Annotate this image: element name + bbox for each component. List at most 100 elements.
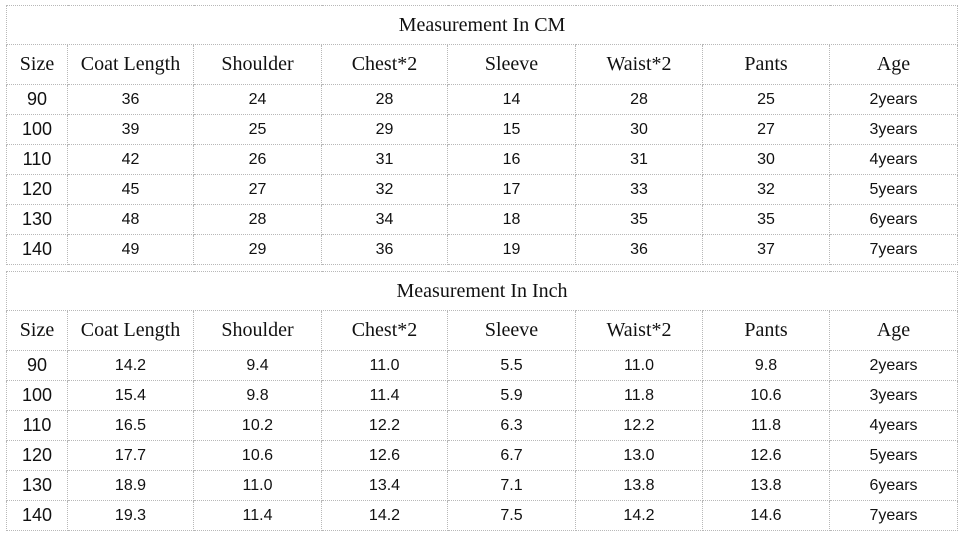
data-cell: 49 — [67, 234, 194, 265]
data-cell: 3years — [828, 380, 959, 411]
data-cell: 29 — [321, 114, 448, 145]
data-cell: 36 — [67, 84, 194, 115]
data-cell: 27 — [702, 114, 830, 145]
data-cell: 7years — [828, 500, 959, 531]
header-cell: Waist*2 — [575, 310, 703, 351]
data-cell: 130 — [6, 204, 68, 235]
data-cell: 31 — [321, 144, 448, 175]
data-cell: 5.5 — [447, 350, 576, 381]
data-cell: 11.8 — [575, 380, 703, 411]
data-cell: 9.8 — [193, 380, 322, 411]
data-cell: 26 — [193, 144, 322, 175]
table-title: Measurement In CM — [5, 5, 959, 45]
header-cell: Waist*2 — [575, 44, 703, 85]
size-table: Measurement In Inch Size Coat Length Should… — [5, 271, 959, 531]
data-cell: 27 — [193, 174, 322, 205]
data-row: 120 45 27 32 17 33 32 5years — [6, 174, 959, 205]
data-cell: 33 — [575, 174, 703, 205]
data-cell: 29 — [193, 234, 322, 265]
data-row: 130 18.9 11.0 13.4 7.1 13.8 13.8 6years — [6, 470, 959, 501]
data-cell: 6years — [828, 204, 959, 235]
data-cell: 25 — [193, 114, 322, 145]
data-cell: 19 — [447, 234, 576, 265]
data-cell: 14.2 — [67, 350, 194, 381]
data-cell: 17 — [447, 174, 576, 205]
data-cell: 36 — [321, 234, 448, 265]
data-cell: 15 — [447, 114, 576, 145]
data-cell: 37 — [702, 234, 830, 265]
data-cell: 11.0 — [575, 350, 703, 381]
data-cell: 7.5 — [447, 500, 576, 531]
data-cell: 3years — [828, 114, 959, 145]
data-cell: 11.8 — [702, 410, 830, 441]
data-row: 140 49 29 36 19 36 37 7years — [6, 234, 959, 265]
data-cell: 110 — [6, 144, 68, 175]
data-cell: 10.6 — [702, 380, 830, 411]
data-cell: 14 — [447, 84, 576, 115]
data-cell: 18 — [447, 204, 576, 235]
data-cell: 140 — [6, 500, 68, 531]
data-cell: 100 — [6, 114, 68, 145]
data-cell: 10.2 — [193, 410, 322, 441]
title-row: Measurement In Inch — [5, 271, 959, 311]
header-cell: Chest*2 — [321, 310, 448, 351]
data-cell: 90 — [6, 84, 68, 115]
data-cell: 90 — [6, 350, 68, 381]
data-cell: 17.7 — [67, 440, 194, 471]
table-title: Measurement In Inch — [5, 271, 959, 311]
data-cell: 12.2 — [575, 410, 703, 441]
data-cell: 5years — [828, 174, 959, 205]
data-cell: 13.8 — [702, 470, 830, 501]
header-cell: Size — [6, 44, 68, 85]
data-cell: 36 — [575, 234, 703, 265]
data-cell: 39 — [67, 114, 194, 145]
size-table: Measurement In CM Size Coat Length Shoulder… — [5, 5, 959, 265]
data-cell: 12.6 — [702, 440, 830, 471]
data-cell: 42 — [67, 144, 194, 175]
data-cell: 11.4 — [321, 380, 448, 411]
data-cell: 18.9 — [67, 470, 194, 501]
data-cell: 5.9 — [447, 380, 576, 411]
header-cell: Age — [828, 310, 959, 351]
data-cell: 28 — [193, 204, 322, 235]
data-cell: 120 — [6, 174, 68, 205]
data-row: 110 42 26 31 16 31 30 4years — [6, 144, 959, 175]
header-cell: Shoulder — [193, 44, 322, 85]
data-cell: 6.7 — [447, 440, 576, 471]
data-cell: 25 — [702, 84, 830, 115]
data-cell: 4years — [828, 410, 959, 441]
data-cell: 12.6 — [321, 440, 448, 471]
data-cell: 120 — [6, 440, 68, 471]
data-cell: 31 — [575, 144, 703, 175]
data-cell: 32 — [702, 174, 830, 205]
data-cell: 16.5 — [67, 410, 194, 441]
data-cell: 100 — [6, 380, 68, 411]
data-cell: 11.4 — [193, 500, 322, 531]
header-cell: Pants — [702, 44, 830, 85]
data-row: 90 14.2 9.4 11.0 5.5 11.0 9.8 2years — [6, 350, 959, 381]
header-cell: Coat Length — [67, 44, 194, 85]
data-cell: 14.6 — [702, 500, 830, 531]
data-cell: 110 — [6, 410, 68, 441]
data-cell: 15.4 — [67, 380, 194, 411]
data-row: 120 17.7 10.6 12.6 6.7 13.0 12.6 5years — [6, 440, 959, 471]
data-cell: 130 — [6, 470, 68, 501]
data-row: 110 16.5 10.2 12.2 6.3 12.2 11.8 4years — [6, 410, 959, 441]
data-row: 130 48 28 34 18 35 35 6years — [6, 204, 959, 235]
header-cell: Sleeve — [447, 44, 576, 85]
header-cell: Pants — [702, 310, 830, 351]
data-cell: 9.4 — [193, 350, 322, 381]
data-cell: 48 — [67, 204, 194, 235]
data-cell: 28 — [321, 84, 448, 115]
header-cell: Shoulder — [193, 310, 322, 351]
header-cell: Size — [6, 310, 68, 351]
data-cell: 14.2 — [575, 500, 703, 531]
data-cell: 32 — [321, 174, 448, 205]
data-cell: 11.0 — [193, 470, 322, 501]
header-cell: Age — [828, 44, 959, 85]
data-cell: 2years — [828, 350, 959, 381]
data-cell: 34 — [321, 204, 448, 235]
data-cell: 10.6 — [193, 440, 322, 471]
header-row: Size Coat Length Shoulder Chest*2 Sleeve Wais… — [6, 44, 959, 85]
